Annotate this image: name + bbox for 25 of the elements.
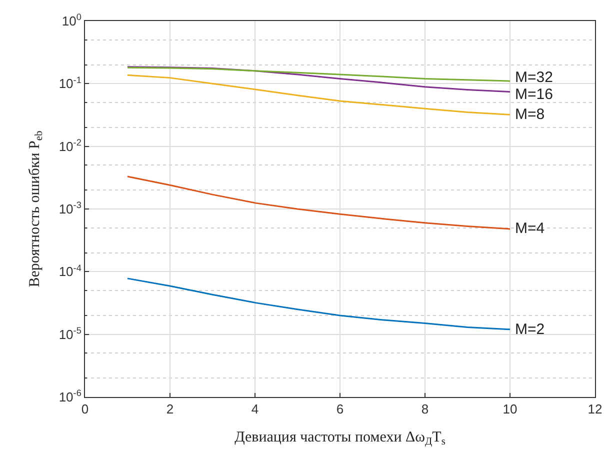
x-tick-label: 8 — [421, 402, 429, 417]
y-tick-label: 10$^{-4}$ — [58, 262, 82, 280]
x-axis-title: Девиация частоты помехи Δω$_{Д}$T$_{s}$ — [234, 430, 446, 448]
series-label: M=16 — [515, 86, 553, 103]
x-tick-label: 2 — [166, 402, 174, 417]
line-series — [126, 176, 511, 230]
x-tick-label: 10 — [502, 402, 518, 417]
y-tick-label: 10$^{-5}$ — [58, 325, 82, 342]
series-label: M=32 — [515, 69, 553, 86]
y-tick-label: 10$^{0}$ — [62, 12, 82, 29]
x-tick-label: 0 — [81, 402, 89, 417]
y-tick-label: 10$^{-6}$ — [58, 388, 82, 405]
series-label: M=8 — [515, 106, 545, 123]
line-series — [126, 66, 511, 82]
y-tick-label: 10$^{-3}$ — [58, 200, 82, 217]
y-tick-label: 10$^{-2}$ — [58, 137, 82, 154]
x-tick-label: 4 — [251, 402, 259, 417]
series-label: M=4 — [515, 220, 545, 237]
x-tick-label: 12 — [588, 402, 602, 417]
line-series — [126, 74, 511, 116]
line-series — [126, 278, 511, 330]
y-tick-label: 10$^{-1}$ — [58, 74, 82, 92]
series-label: M=2 — [515, 321, 545, 338]
x-tick-label: 6 — [336, 402, 344, 417]
line-series — [126, 66, 511, 93]
